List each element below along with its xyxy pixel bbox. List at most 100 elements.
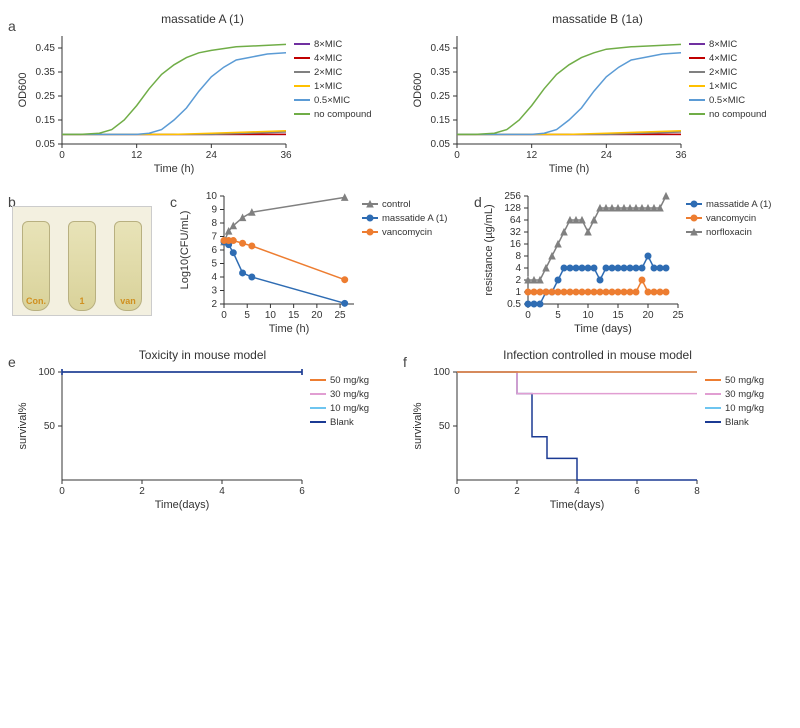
svg-text:massatide A (1): massatide A (1) xyxy=(706,199,771,210)
svg-text:32: 32 xyxy=(510,227,522,238)
svg-text:Time (h): Time (h) xyxy=(154,163,195,175)
svg-text:64: 64 xyxy=(510,215,522,226)
svg-text:36: 36 xyxy=(280,150,292,161)
svg-text:256: 256 xyxy=(504,191,521,202)
panel-a-left-title: massatide A (1) xyxy=(12,12,393,26)
svg-text:0.5×MIC: 0.5×MIC xyxy=(314,95,350,106)
svg-text:0.25: 0.25 xyxy=(431,91,451,102)
svg-text:0: 0 xyxy=(454,150,460,161)
svg-text:15: 15 xyxy=(612,310,624,321)
svg-text:Time (h): Time (h) xyxy=(549,163,590,175)
panel-c: c 05101520252345678910Time (h)Log10(CFU/… xyxy=(174,188,464,338)
svg-text:24: 24 xyxy=(601,150,613,161)
panel-label-d: d xyxy=(474,194,482,210)
svg-text:6: 6 xyxy=(299,486,305,497)
svg-text:vancomycin: vancomycin xyxy=(706,213,756,224)
svg-text:5: 5 xyxy=(211,259,217,270)
panel-e: e Toxicity in mouse model 024650100Time(… xyxy=(12,348,393,514)
svg-text:20: 20 xyxy=(311,310,323,321)
chart-c: 05101520252345678910Time (h)Log10(CFU/mL… xyxy=(174,188,464,338)
svg-text:12: 12 xyxy=(526,150,538,161)
svg-text:100: 100 xyxy=(433,367,450,378)
svg-text:7: 7 xyxy=(211,232,217,243)
svg-text:30 mg/kg: 30 mg/kg xyxy=(330,389,369,400)
svg-text:20: 20 xyxy=(642,310,654,321)
svg-text:4: 4 xyxy=(219,486,225,497)
tube-vancomycin: van xyxy=(114,221,142,311)
panel-label-a: a xyxy=(8,18,16,34)
svg-text:4×MIC: 4×MIC xyxy=(709,53,737,64)
svg-text:control: control xyxy=(382,199,411,210)
panel-e-title: Toxicity in mouse model xyxy=(12,348,393,362)
svg-text:50: 50 xyxy=(439,421,451,432)
svg-text:survival%: survival% xyxy=(17,402,29,449)
svg-text:50 mg/kg: 50 mg/kg xyxy=(725,375,764,386)
svg-text:15: 15 xyxy=(288,310,300,321)
svg-text:8: 8 xyxy=(694,486,700,497)
svg-text:25: 25 xyxy=(672,310,684,321)
svg-text:0.05: 0.05 xyxy=(431,139,451,150)
svg-text:8×MIC: 8×MIC xyxy=(709,39,737,50)
panel-a-right: massatide B (1a) 01224360.050.150.250.35… xyxy=(407,12,788,178)
svg-text:8: 8 xyxy=(515,251,521,262)
svg-text:norfloxacin: norfloxacin xyxy=(706,227,752,238)
svg-text:4: 4 xyxy=(574,486,580,497)
svg-text:100: 100 xyxy=(38,367,55,378)
svg-text:vancomycin: vancomycin xyxy=(382,227,432,238)
svg-text:0.25: 0.25 xyxy=(36,91,56,102)
svg-text:0: 0 xyxy=(454,486,460,497)
svg-text:Time (h): Time (h) xyxy=(269,323,310,335)
svg-text:8×MIC: 8×MIC xyxy=(314,39,342,50)
panel-a-right-title: massatide B (1a) xyxy=(407,12,788,26)
svg-text:0.05: 0.05 xyxy=(36,139,56,150)
panel-label-e: e xyxy=(8,354,16,370)
svg-text:survival%: survival% xyxy=(412,402,424,449)
svg-text:3: 3 xyxy=(211,286,217,297)
svg-text:Blank: Blank xyxy=(330,417,354,428)
svg-text:Time(days): Time(days) xyxy=(550,499,605,511)
svg-text:9: 9 xyxy=(211,205,217,216)
chart-f: 0 2 4 6 8 50 100 Time(days) survival% 50 mg/kg 30 … xyxy=(407,364,777,514)
svg-text:24: 24 xyxy=(206,150,218,161)
svg-text:10: 10 xyxy=(206,191,218,202)
panel-label-f: f xyxy=(403,354,407,370)
svg-text:2: 2 xyxy=(139,486,145,497)
svg-text:resistance (µg/mL): resistance (µg/mL) xyxy=(483,204,495,295)
svg-text:2: 2 xyxy=(514,486,520,497)
svg-text:2: 2 xyxy=(515,275,521,286)
svg-text:30 mg/kg: 30 mg/kg xyxy=(725,389,764,400)
svg-text:8: 8 xyxy=(211,218,217,229)
svg-text:10 mg/kg: 10 mg/kg xyxy=(330,403,369,414)
svg-text:0: 0 xyxy=(221,310,227,321)
svg-text:2×MIC: 2×MIC xyxy=(314,67,342,78)
svg-text:25: 25 xyxy=(335,310,347,321)
svg-text:36: 36 xyxy=(675,150,687,161)
panel-f: f Infection controlled in mouse model 02… xyxy=(407,348,788,514)
svg-text:Log10(CFU/mL): Log10(CFU/mL) xyxy=(179,211,191,290)
svg-text:0.15: 0.15 xyxy=(431,115,451,126)
svg-text:50: 50 xyxy=(44,421,56,432)
svg-text:no compound: no compound xyxy=(314,109,372,120)
panel-b: b Con. 1 van xyxy=(12,188,160,316)
chart-a-right: 01224360.050.150.250.350.45Time (h)OD600… xyxy=(407,28,777,178)
chart-d: 05101520250.51248163264128256Time (days)… xyxy=(478,188,788,338)
svg-text:massatide A (1): massatide A (1) xyxy=(382,213,447,224)
svg-text:10: 10 xyxy=(582,310,594,321)
svg-text:1×MIC: 1×MIC xyxy=(709,81,737,92)
svg-text:0.35: 0.35 xyxy=(36,67,56,78)
svg-text:Blank: Blank xyxy=(725,417,749,428)
svg-text:0: 0 xyxy=(59,150,65,161)
svg-text:1×MIC: 1×MIC xyxy=(314,81,342,92)
svg-text:4: 4 xyxy=(515,263,521,274)
tube-compound-1: 1 xyxy=(68,221,96,311)
panel-f-title: Infection controlled in mouse model xyxy=(407,348,788,362)
svg-text:12: 12 xyxy=(131,150,143,161)
svg-text:50 mg/kg: 50 mg/kg xyxy=(330,375,369,386)
svg-text:OD600: OD600 xyxy=(17,73,29,108)
tube-control: Con. xyxy=(22,221,50,311)
svg-text:10 mg/kg: 10 mg/kg xyxy=(725,403,764,414)
tubes-photo: Con. 1 van xyxy=(12,206,152,316)
panel-a-left: a massatide A (1) 01224360.050.150.250.3… xyxy=(12,12,393,178)
svg-text:4×MIC: 4×MIC xyxy=(314,53,342,64)
svg-text:6: 6 xyxy=(634,486,640,497)
